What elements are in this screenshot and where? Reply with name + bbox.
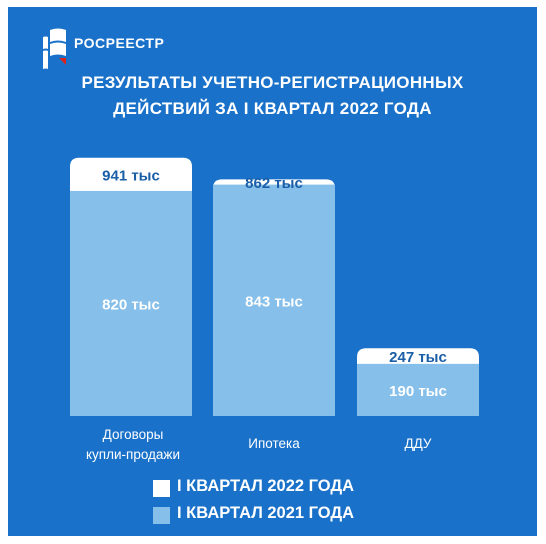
category-label: ДДУ [404,436,431,451]
legend-label-2022: I КВАРТАЛ 2022 ГОДА [177,477,355,495]
category-label: купли-продажи [86,447,180,462]
legend-label-2021: I КВАРТАЛ 2021 ГОДА [177,504,355,522]
rosreestr-logo-icon [43,28,66,69]
bar-2021 [213,184,335,416]
bar-chart: 941 тыс 820 тыс Договоры купли-продажи 862 т… [70,157,479,462]
bar-2021 [70,190,192,416]
data-label-2021: 190 тыс [389,383,447,400]
data-label-2022: 941 тыс [102,167,160,184]
legend-swatch-2021 [153,507,170,524]
data-label-2022: 247 тыс [389,349,447,366]
data-label-2022: 862 тыс [245,175,303,192]
chart-title-line-1: РЕЗУЛЬТАТЫ УЧЕТНО-РЕГИСТРАЦИОННЫХ [81,73,464,92]
data-label-2021: 820 тыс [102,296,160,313]
brand-name: РОСРЕЕСТР [74,35,165,51]
category-label: Ипотека [248,436,300,451]
data-label-2021: 843 тыс [245,293,303,310]
infographic-card: РОСРЕЕСТР РЕЗУЛЬТАТЫ УЧЕТНО-РЕГИСТРАЦИОН… [8,7,537,536]
bar-2021 [357,363,479,416]
category-label: Договоры [103,427,164,442]
chart-title-line-2: ДЕЙСТВИЙ ЗА I КВАРТАЛ 2022 ГОДА [113,99,432,118]
legend-swatch-2022 [153,480,170,497]
